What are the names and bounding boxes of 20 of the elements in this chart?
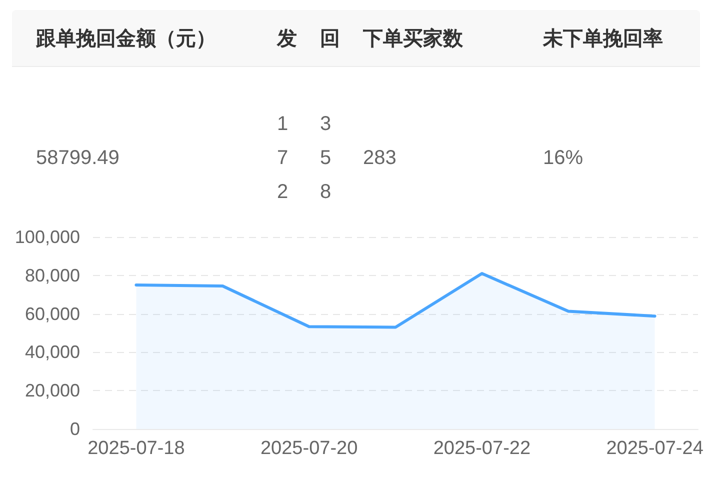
x-tick-label: 2025-07-18 bbox=[88, 438, 185, 459]
text: 回 bbox=[320, 24, 340, 52]
y-tick-label: 20,000 bbox=[24, 380, 80, 401]
y-tick-label: 100,000 bbox=[14, 227, 80, 247]
text: 发 bbox=[277, 24, 297, 52]
y-tick-label: 80,000 bbox=[24, 265, 80, 286]
text: 283 bbox=[363, 146, 396, 171]
y-tick-label: 0 bbox=[70, 419, 80, 439]
x-tick-label: 2025-07-24 bbox=[606, 438, 704, 459]
text: 未下单挽回率 bbox=[543, 24, 663, 52]
x-tick-label: 2025-07-20 bbox=[260, 438, 358, 459]
text: 16% bbox=[543, 146, 584, 171]
text: 下单买家数 bbox=[363, 24, 463, 52]
y-tick-label: 60,000 bbox=[24, 304, 80, 324]
text: 58799.49 bbox=[36, 146, 120, 171]
text: 358 bbox=[320, 112, 332, 205]
y-tick-label: 40,000 bbox=[24, 342, 80, 362]
x-tick-label: 2025-07-22 bbox=[433, 438, 531, 459]
text: 172 bbox=[277, 112, 290, 205]
text: 跟单挽回金额（元） bbox=[36, 24, 216, 52]
